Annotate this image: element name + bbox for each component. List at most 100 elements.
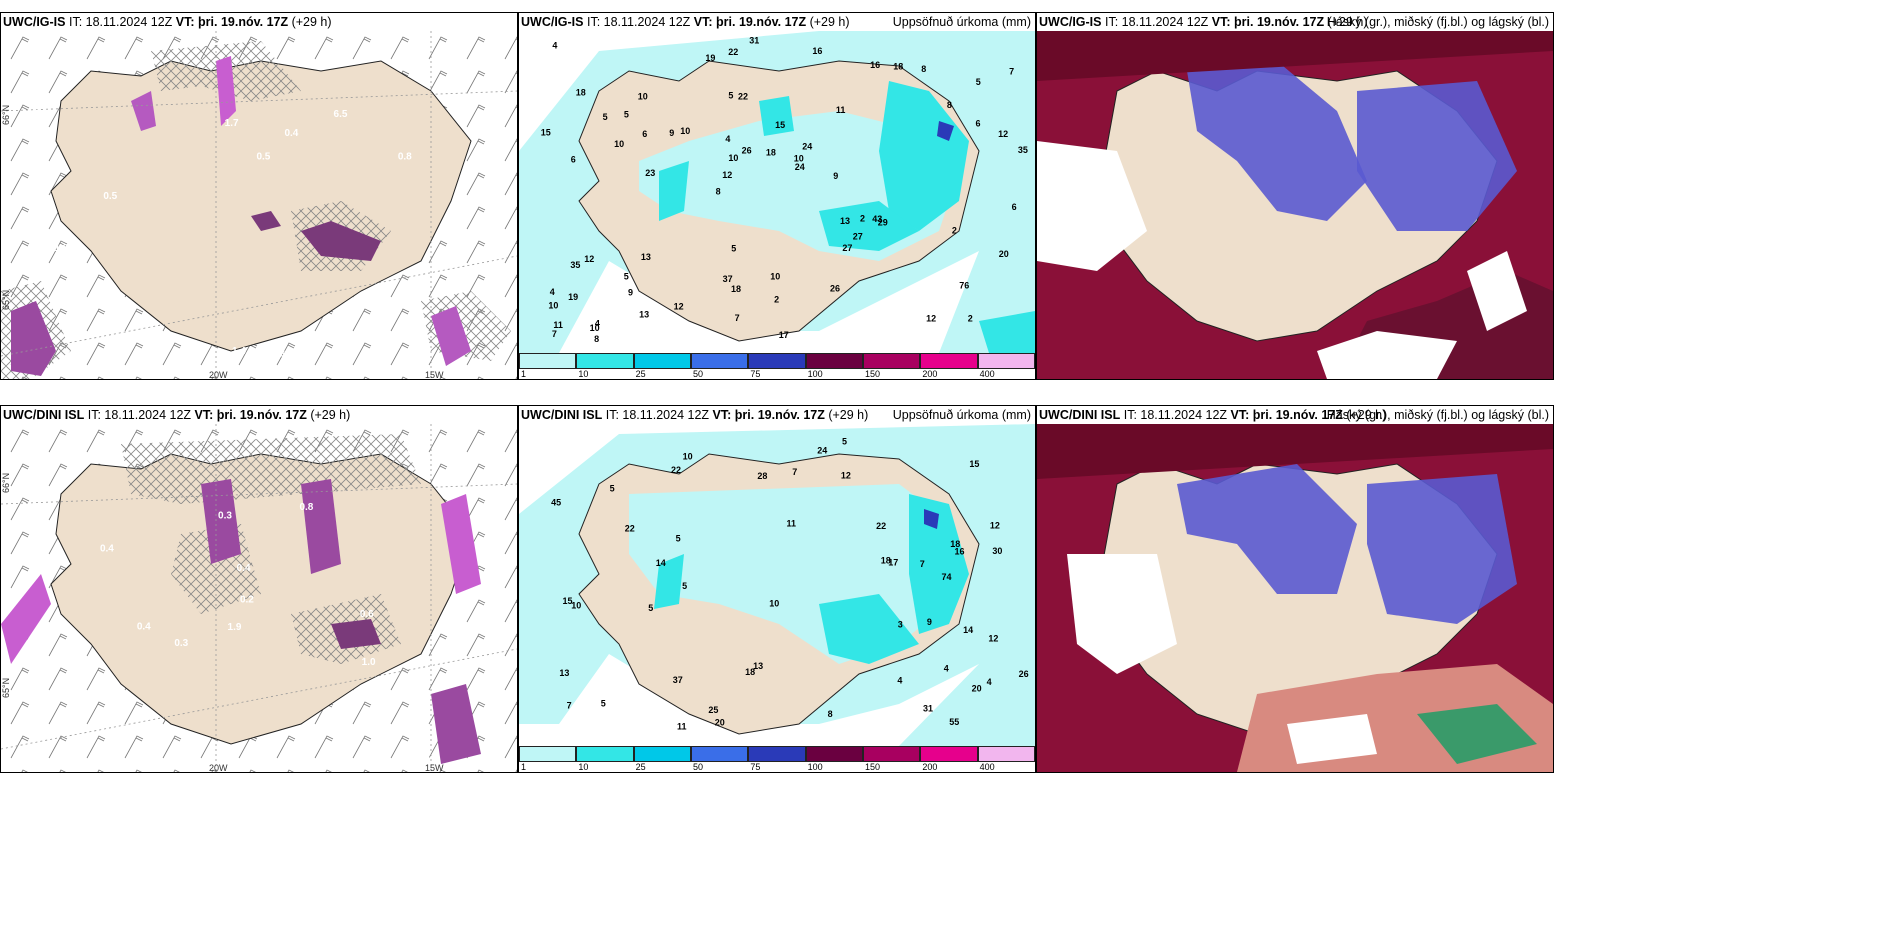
precip-value-label: 4 — [944, 664, 949, 674]
precip-value-label: 7 — [567, 700, 572, 710]
wind-speed-label: 1.3 — [54, 243, 68, 254]
panel-title: Uppsöfnuð úrkoma (mm) — [892, 15, 1031, 29]
precip-value-label: 35 — [1018, 145, 1028, 155]
precip-value-label: 37 — [723, 274, 733, 284]
wind-speed-label: 0.4 — [284, 128, 298, 139]
precip-value-label: 24 — [795, 162, 805, 172]
wind-speed-label: 2.1 — [259, 752, 273, 763]
precip-value-label: 6 — [1012, 202, 1017, 212]
wind-map-bottom: UWC/DINI ISL IT: 18.11.2024 12Z VT: þri.… — [0, 405, 518, 773]
precip-value-label: 20 — [972, 684, 982, 694]
precip-value-label: 7 — [552, 329, 557, 339]
precip-value-label: 31 — [749, 36, 759, 46]
wind-speed-label: 0.4 — [137, 621, 151, 632]
precip-value-label: 18 — [576, 88, 586, 98]
precip-value-label: 4 — [897, 676, 902, 686]
precip-value-label: 74 — [941, 572, 951, 582]
precip-value-label: 26 — [742, 146, 752, 156]
precip-value-label: 5 — [603, 112, 608, 122]
precip-value-label: 22 — [728, 47, 738, 57]
precip-value-label: 22 — [876, 521, 886, 531]
precip-value-label: 22 — [738, 91, 748, 101]
wind-speed-label: 0.4 — [237, 563, 251, 574]
panel-header: UWC/IG-IS IT: 18.11.2024 12Z VT: þri. 19… — [3, 15, 332, 29]
precip-value-label: 18 — [881, 556, 891, 566]
precip-value-label: 5 — [610, 483, 615, 493]
cloud-map-top: UWC/IG-IS IT: 18.11.2024 12Z VT: þri. 19… — [1036, 12, 1554, 380]
precip-value-label: 13 — [559, 668, 569, 678]
legend-swatch — [576, 353, 634, 369]
precip-value-label: 24 — [802, 142, 812, 152]
precip-value-label: 10 — [794, 154, 804, 164]
precip-value-label: 6 — [975, 118, 980, 128]
legend-tick: 150 — [865, 369, 881, 379]
legend-swatch — [863, 353, 921, 369]
panel-header: UWC/IG-IS IT: 18.11.2024 12Z VT: þri. 19… — [521, 15, 850, 29]
precip-value-label: 7 — [1009, 67, 1014, 77]
wind-map-canvas: 66°N 65°N 20W 15W 0.4 0.8 1.0 2.1 0.6 1.9 0.3 0… — [1, 424, 517, 772]
wind-speed-label: 0.8 — [424, 755, 438, 766]
precip-value-label: 11 — [553, 320, 563, 330]
legend-swatch — [805, 746, 863, 762]
wind-speed-label: 0.5 — [396, 751, 410, 762]
precip-value-label: 16 — [954, 546, 964, 556]
legend-tick: 75 — [750, 762, 761, 772]
precip-value-label: 22 — [625, 523, 635, 533]
precip-value-label: 10 — [614, 139, 624, 149]
legend-swatch — [576, 746, 634, 762]
precip-value-label: 15 — [562, 596, 572, 606]
panel-header: UWC/DINI ISL IT: 18.11.2024 12Z VT: þri.… — [3, 408, 351, 422]
precip-value-label: 12 — [584, 254, 594, 264]
precip-value-label: 10 — [769, 599, 779, 609]
lon-label: 20W — [209, 370, 228, 379]
precip-value-label: 7 — [920, 559, 925, 569]
precip-legend: 1 10 25 50 75 100 150 200 400 — [519, 744, 1035, 772]
precip-value-label: 6 — [642, 129, 647, 139]
lat-label: 66°N — [1, 105, 11, 125]
precip-value-label: 17 — [779, 330, 789, 340]
precip-value-label: 10 — [571, 600, 581, 610]
precip-value-label: 5 — [728, 90, 733, 100]
legend-tick: 400 — [979, 369, 995, 379]
precip-value-label: 18 — [731, 284, 741, 294]
precip-value-label: 5 — [676, 533, 681, 543]
wind-speed-label: 1.7 — [225, 118, 239, 129]
precip-value-label: 12 — [926, 313, 936, 323]
legend-swatch — [920, 746, 978, 762]
legend-tick: 200 — [922, 762, 938, 772]
precip-value-label: 8 — [716, 187, 721, 197]
precip-value-label: 43 — [872, 214, 882, 224]
precip-value-label: 35 — [570, 260, 580, 270]
precip-value-label: 18 — [745, 667, 755, 677]
precip-value-label: 8 — [594, 334, 599, 344]
wind-speed-label: 6.5 — [334, 109, 348, 120]
precip-value-label: 13 — [639, 310, 649, 320]
precip-value-label: 45 — [551, 498, 561, 508]
precip-value-label: 19 — [705, 53, 715, 63]
wind-speed-label: 0.5 — [256, 151, 270, 162]
precip-value-label: 4 — [552, 41, 557, 51]
precip-value-label: 5 — [648, 603, 653, 613]
wind-speed-label: 0.4 — [100, 543, 114, 554]
precip-value-label: 20 — [999, 249, 1009, 259]
legend-tick: 50 — [693, 762, 704, 772]
precip-map-top: UWC/IG-IS IT: 18.11.2024 12Z VT: þri. 19… — [518, 12, 1036, 380]
legend-tick: 10 — [578, 762, 589, 772]
lat-label: 65°N — [1, 290, 11, 310]
precip-map-bottom: UWC/DINI ISL IT: 18.11.2024 12Z VT: þri.… — [518, 405, 1036, 773]
precip-value-label: 16 — [812, 46, 822, 56]
precip-value-label: 9 — [669, 128, 674, 138]
precip-value-label: 10 — [728, 153, 738, 163]
precip-value-label: 26 — [830, 283, 840, 293]
panel-title: Uppsöfnuð úrkoma (mm) — [892, 408, 1031, 422]
precip-value-label: 19 — [568, 292, 578, 302]
wind-speed-label: 0.3 — [218, 510, 232, 521]
precip-value-label: 4 — [987, 677, 992, 687]
precip-value-label: 5 — [624, 110, 629, 120]
precip-value-label: 4 — [550, 287, 555, 297]
precip-map-canvas: 4124117101837152230457420135202213161510… — [519, 424, 1035, 746]
cloud-map-bottom: UWC/DINI ISL IT: 18.11.2024 12Z VT: þri.… — [1036, 405, 1554, 773]
precip-value-label: 8 — [947, 100, 952, 110]
precip-value-label: 2 — [774, 294, 779, 304]
legend-swatch — [977, 746, 1035, 762]
